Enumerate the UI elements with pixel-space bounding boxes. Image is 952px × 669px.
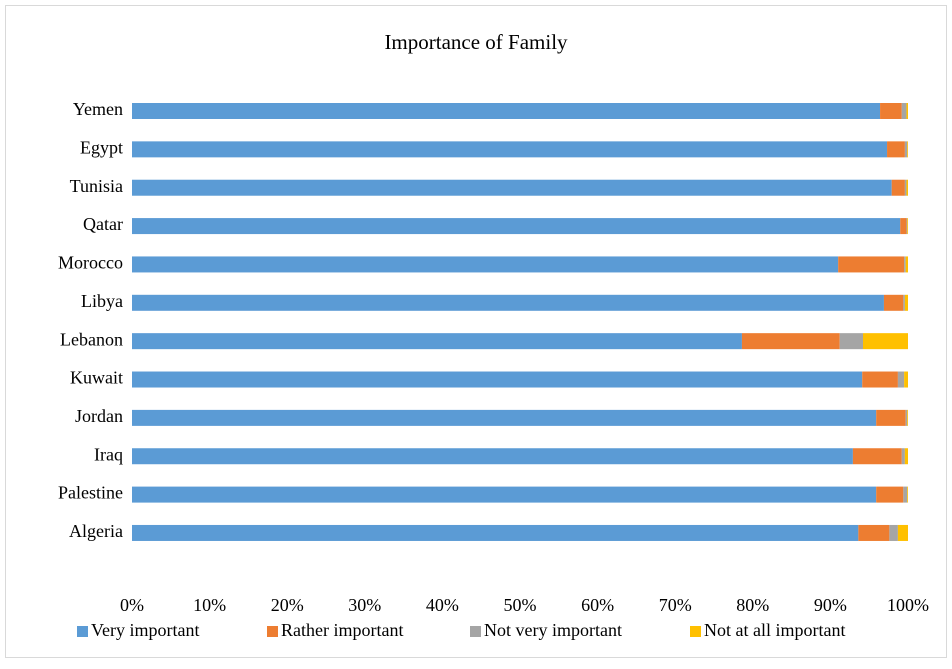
bar-segment	[903, 294, 905, 311]
x-tick-label: 50%	[504, 595, 537, 615]
x-tick-label: 90%	[814, 595, 847, 615]
bar-segment	[906, 179, 908, 196]
bar-segment	[132, 371, 863, 388]
x-tick-label: 80%	[736, 595, 769, 615]
legend-label: Rather important	[281, 620, 403, 640]
legend-swatch	[470, 626, 481, 637]
legend-swatch	[690, 626, 701, 637]
y-tick-label: Algeria	[69, 521, 123, 541]
bar-segment	[889, 524, 898, 541]
x-tick-label: 40%	[426, 595, 459, 615]
x-tick-label: 100%	[887, 595, 929, 615]
bar-segment	[852, 448, 902, 465]
bar-segment	[132, 103, 881, 119]
bar-segment	[887, 141, 905, 158]
bar-segment	[907, 486, 908, 503]
bar-segment	[858, 524, 890, 541]
bar-segment	[741, 333, 840, 350]
bar-segment	[862, 333, 908, 350]
bar-segment	[883, 294, 904, 311]
bar-segment	[907, 141, 908, 158]
legend-label: Not very important	[484, 620, 622, 640]
legend-label: Not at all important	[704, 620, 845, 640]
bar-segment	[132, 179, 892, 196]
y-tick-label: Qatar	[83, 214, 123, 234]
bar-segment	[876, 409, 906, 426]
bar-segment	[132, 448, 853, 465]
bar-segment	[132, 333, 742, 350]
bar-segment	[905, 409, 908, 426]
y-tick-label: Iraq	[94, 444, 123, 464]
x-tick-label: 30%	[348, 595, 381, 615]
bar-segment	[839, 333, 863, 350]
bar-segment	[862, 371, 898, 388]
bar-segment	[132, 218, 901, 235]
bar-segment	[904, 448, 908, 465]
y-tick-label: Jordan	[75, 406, 123, 426]
bar-segment	[132, 486, 877, 503]
legend-label: Very important	[91, 620, 199, 640]
bar-segment	[891, 179, 905, 196]
x-tick-label: 0%	[120, 595, 144, 615]
bar-segment	[904, 179, 907, 196]
bar-segment	[904, 294, 908, 311]
y-tick-label: Libya	[81, 291, 123, 311]
bar-segment	[838, 256, 905, 273]
bar-segment	[876, 486, 904, 503]
bar-segment	[900, 218, 907, 235]
bar-segment	[132, 409, 877, 426]
chart-title: Importance of Family	[384, 30, 568, 54]
x-tick-label: 60%	[581, 595, 614, 615]
bar-segment	[132, 294, 884, 311]
y-tick-label: Kuwait	[70, 368, 123, 388]
y-tick-label: Morocco	[58, 253, 123, 273]
bar-segment	[132, 141, 888, 158]
x-tick-label: 10%	[193, 595, 226, 615]
bar-segment	[903, 486, 908, 503]
y-tick-label: Lebanon	[60, 329, 123, 349]
bar-segment	[901, 103, 907, 119]
x-tick-label: 20%	[271, 595, 304, 615]
y-tick-label: Yemen	[73, 99, 123, 119]
bar-segment	[897, 371, 905, 388]
bar-segment	[904, 141, 908, 158]
bar-segment	[901, 448, 905, 465]
bar-segment	[132, 524, 859, 541]
y-tick-label: Palestine	[58, 483, 123, 503]
bar-segment	[905, 256, 908, 273]
bar-segment	[880, 103, 902, 119]
bar-segment	[907, 218, 908, 235]
legend-swatch	[267, 626, 278, 637]
bar-segment	[897, 524, 908, 541]
bar-segment	[906, 218, 908, 235]
bar-segment	[906, 103, 908, 119]
y-tick-label: Tunisia	[70, 176, 123, 196]
bar-segment	[132, 256, 839, 273]
bar-segment	[904, 371, 908, 388]
bar-segment	[904, 256, 906, 273]
x-tick-label: 70%	[659, 595, 692, 615]
legend-swatch	[77, 626, 88, 637]
y-tick-label: Egypt	[80, 137, 123, 157]
bar-segment	[907, 409, 908, 426]
